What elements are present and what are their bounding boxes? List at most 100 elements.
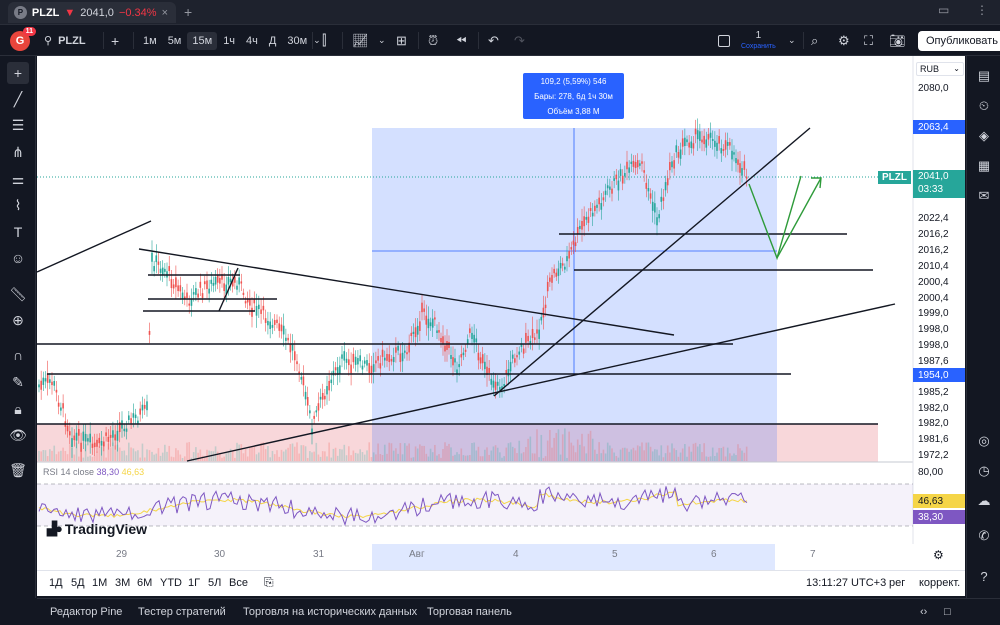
save-layout-button[interactable]: 1 Сохранить [741, 25, 776, 56]
chart-settings-icon[interactable]: ⚙ [933, 548, 944, 562]
candle-body [645, 182, 648, 189]
range-5y[interactable]: 5Л [208, 577, 222, 589]
clock-time[interactable]: 13:11:27 UTC+3 [806, 577, 887, 589]
range-3m[interactable]: 3М [115, 577, 131, 589]
ruler-icon[interactable]: 📏︎ [9, 285, 27, 302]
range-6m[interactable]: 6М [137, 577, 153, 589]
tab-replay-trading[interactable]: Торговля на исторических данных [243, 606, 418, 618]
text-icon[interactable]: T [13, 224, 23, 240]
range-1y[interactable]: 1Г [188, 577, 201, 589]
alerts-clock-icon[interactable]: ⏲ [978, 98, 990, 113]
pitchfork-icon[interactable]: ⋔ [12, 143, 24, 160]
adjust-toggle[interactable]: коррект. [919, 577, 961, 589]
crosshair-icon[interactable]: + [7, 62, 29, 84]
user-avatar[interactable]: G 11 [10, 26, 36, 51]
fib-icon[interactable]: ⚌ [11, 170, 25, 187]
close-tab-icon[interactable]: × [161, 6, 168, 19]
volume-bar [201, 455, 204, 461]
trash-icon[interactable]: 🗑︎ [9, 461, 27, 478]
range-all[interactable]: Все [229, 577, 248, 589]
volume-bar [181, 457, 184, 461]
layers-icon[interactable]: ◈ [979, 128, 989, 143]
notifications-icon[interactable]: ✆ [978, 528, 990, 543]
session-toggle[interactable]: рег [889, 577, 906, 589]
camera-icon[interactable]: 📷︎ [889, 32, 906, 48]
interval-5m[interactable]: 5м [167, 34, 182, 47]
range-1d[interactable]: 1Д [49, 577, 63, 589]
range-5d[interactable]: 5Д [71, 577, 85, 589]
chat-icon[interactable]: ✉ [978, 188, 990, 203]
watchlist-icon[interactable]: ▤ [977, 68, 991, 83]
interval-d[interactable]: Д [268, 34, 277, 47]
zoom-icon[interactable]: ⊕ [12, 311, 24, 328]
range-1m[interactable]: 1М [92, 577, 108, 589]
range-ytd[interactable]: YTD [160, 577, 182, 589]
magnet-icon[interactable]: ∩ [12, 347, 24, 363]
chart-area[interactable]: RUB ⌄ 109,2 (5,59%) 546 Бары: 278, 6д 1ч … [37, 56, 965, 570]
trend-line-icon[interactable]: ╱ [13, 90, 23, 107]
candle-body [649, 193, 652, 199]
calendar-icon[interactable]: ▦ [977, 158, 991, 173]
compare-button[interactable]: + [111, 25, 119, 56]
candle-body [236, 285, 238, 290]
tradingview-logo[interactable]: ▟● TradingView [47, 521, 147, 537]
volume-bar [172, 457, 175, 461]
layout-dropdown-icon[interactable]: ⌄ [788, 35, 796, 45]
candle-body [326, 386, 328, 395]
browser-tab[interactable]: P PLZL ▼ 2041,0 −0.34% × [8, 2, 176, 23]
candle-body [46, 373, 49, 383]
tab-pine-editor[interactable]: Редактор Pine [50, 606, 123, 618]
fullscreen-icon[interactable]: ⛶ [864, 32, 874, 48]
interval-1h[interactable]: 1ч [223, 34, 236, 47]
collapse-panel-icon[interactable]: ‹› [920, 606, 928, 618]
interval-1m[interactable]: 1м [143, 34, 157, 47]
chat-bubble-icon[interactable]: ☁ [977, 493, 991, 508]
arrow-head [811, 177, 822, 189]
maximize-panel-icon[interactable]: □ [944, 606, 951, 618]
interval-15m[interactable]: 15м [187, 31, 218, 50]
eye-icon[interactable]: 👁︎ [9, 426, 27, 443]
chevron-down-icon[interactable]: ⌄ [313, 35, 321, 45]
templates-icon[interactable]: ⊞ [396, 32, 407, 48]
trend-line [138, 248, 675, 336]
ideas-icon[interactable]: ◎ [978, 433, 990, 448]
tab-trading-panel[interactable]: Торговая панель [427, 606, 512, 618]
emoji-icon[interactable]: ☺ [10, 250, 26, 266]
volume-bar [269, 457, 271, 461]
layout-checkbox[interactable] [718, 25, 730, 56]
candle-body [62, 403, 64, 409]
candle-body [264, 318, 267, 323]
new-tab-button[interactable]: + [184, 4, 193, 20]
help-icon[interactable]: ? [980, 568, 988, 584]
settings-icon[interactable]: ⚙ [838, 32, 850, 48]
publish-button[interactable]: Опубликовать [918, 25, 1000, 56]
interval-4h[interactable]: 4ч [246, 34, 258, 47]
lock-icon[interactable]: 🔒︎ [14, 400, 22, 417]
symbol-search[interactable]: ⚲ PLZL [44, 25, 86, 56]
candle-type-icon[interactable]: ⫿ [322, 32, 327, 48]
volume-bar [285, 449, 287, 461]
window-layout-icon[interactable]: ▭ [938, 3, 950, 17]
streams-icon[interactable]: ◷ [978, 463, 990, 478]
currency-select[interactable]: RUB ⌄ [916, 62, 964, 76]
pattern-icon[interactable]: ⌇ [14, 196, 22, 213]
indicators-dropdown-icon[interactable]: ⌄ [378, 35, 386, 45]
candle-body [118, 422, 121, 433]
replay-icon[interactable]: ⏪︎ [456, 32, 467, 48]
undo-icon[interactable]: ↶ [488, 32, 499, 48]
volume-bar [722, 446, 725, 461]
volume-bar [137, 450, 139, 461]
tab-strategy-tester[interactable]: Тестер стратегий [138, 606, 226, 618]
candle-body [78, 429, 80, 436]
alert-icon[interactable]: ⏰︎ [428, 32, 439, 48]
goto-date-icon[interactable]: ⎘ [264, 575, 274, 589]
more-icon[interactable]: ⋮ [976, 3, 988, 17]
interval-30m[interactable]: 30м [287, 34, 308, 47]
chart-canvas[interactable] [37, 56, 965, 570]
lock-drawing-icon[interactable]: ✎ [12, 373, 24, 390]
quick-search-icon[interactable]: ⌕ [811, 32, 819, 48]
volume-bar [581, 433, 583, 461]
indicators-icon[interactable]: 📈︎ [352, 32, 369, 48]
redo-icon[interactable]: ↷ [514, 32, 525, 48]
horizontal-lines-icon[interactable]: ☰ [11, 116, 25, 133]
